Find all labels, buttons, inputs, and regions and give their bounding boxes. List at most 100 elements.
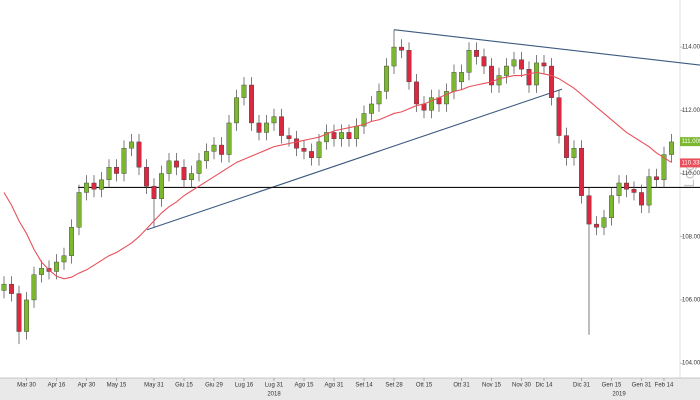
candle-body [1,283,7,291]
x-tick-label: Mar 30 [17,383,36,389]
x-tick-label: Ott 31 [453,383,470,389]
candle-body [354,125,359,139]
candle-body [361,113,367,127]
candle-body [564,135,569,158]
candle-body [159,173,164,199]
candle-body [631,189,637,193]
candle-body [256,122,262,133]
x-tick-label: Ago 31 [324,383,344,389]
candle-body [264,122,269,133]
candle-body [129,141,134,149]
x-tick-label: Set 14 [355,383,373,389]
candle-body [91,182,97,190]
candle-body [474,50,479,57]
year-label: 2018 [267,392,281,398]
candle-body [571,148,577,158]
candle-body [526,69,532,86]
x-tick-label: Lug 16 [235,383,254,389]
x-tick-label: Set 28 [385,383,403,389]
x-tick-label: Dic 31 [573,383,591,389]
x-tick-label: Ago 15 [294,383,314,389]
y-tick-label: 108.0000 [682,234,700,240]
price-tag-label: 110.3352 [682,160,700,166]
x-tick-label: Giu 29 [205,383,223,389]
candle-body [99,179,104,190]
candle-body [624,182,629,190]
candle-body [376,91,382,105]
moving-average [3,71,672,280]
candle-body [669,141,674,155]
x-tick-label: Nov 30 [512,383,532,389]
trendline [393,29,700,66]
x-tick-label: Nov 15 [482,383,502,389]
candle-body [399,46,404,51]
candle-body [54,261,59,272]
candle-body [279,116,284,136]
candle-body [534,62,539,86]
candle-body [519,59,524,70]
x-tick-label: Lug 31 [265,383,284,389]
x-axis-band [0,378,700,400]
x-tick-label: May 15 [107,383,127,389]
candle-body [301,148,307,152]
candle-body [9,283,14,294]
candle-body [639,192,644,206]
candle-body [346,132,352,139]
candle-body [271,116,277,124]
candle-body [594,223,599,228]
price-tag-label: 111.0090 [682,139,700,145]
candle-body [609,195,614,218]
candle-body [309,151,314,158]
candle-body [421,103,427,111]
x-tick-label: Giu 15 [175,383,193,389]
candle-body [166,160,172,174]
candle-body [39,268,44,275]
candle-body [286,135,292,139]
candle-body [444,91,449,105]
candle-body [219,144,224,155]
candle-body [174,160,179,168]
candle-body [489,65,494,86]
x-tick-label: Gen 15 [602,383,622,389]
candle-body [654,176,659,181]
candle-body [226,122,232,155]
candle-body [76,192,82,228]
candle-body [466,50,472,73]
price-tag [680,137,700,147]
candle-body [16,293,22,332]
candle-body [61,255,67,263]
y-tick-label: 104.0000 [682,361,700,367]
y-tick-label: 106.0000 [682,298,700,304]
y-tick-label: 110.0000 [682,171,700,177]
candle-body [661,154,667,181]
candle-body [136,141,142,168]
price-tag [680,158,700,168]
x-tick-label: Ott 15 [416,383,433,389]
candle-body [144,166,149,187]
candle-body [114,166,119,174]
trendline [146,88,563,231]
candle-body [181,166,187,181]
candle-body [69,227,74,256]
candle-body [481,56,487,67]
candle-body [151,185,157,199]
candle-body [586,195,592,225]
candle-body [511,59,517,67]
candle-body [339,132,344,139]
candle-body [646,176,652,206]
x-tick-label: Apr 16 [48,383,66,389]
candle-body [31,274,37,301]
candle-body [189,173,194,181]
candle-body [384,65,389,92]
x-tick-label: Feb 14 [655,383,674,389]
candle-body [84,182,89,193]
candle-body [324,132,329,143]
candle-body [106,166,112,181]
candle-body [414,81,419,105]
candle-body [504,65,509,76]
x-tick-label: May 31 [144,383,164,389]
candle-body [616,182,622,196]
candle-body [204,151,209,162]
candle-body [429,97,434,111]
